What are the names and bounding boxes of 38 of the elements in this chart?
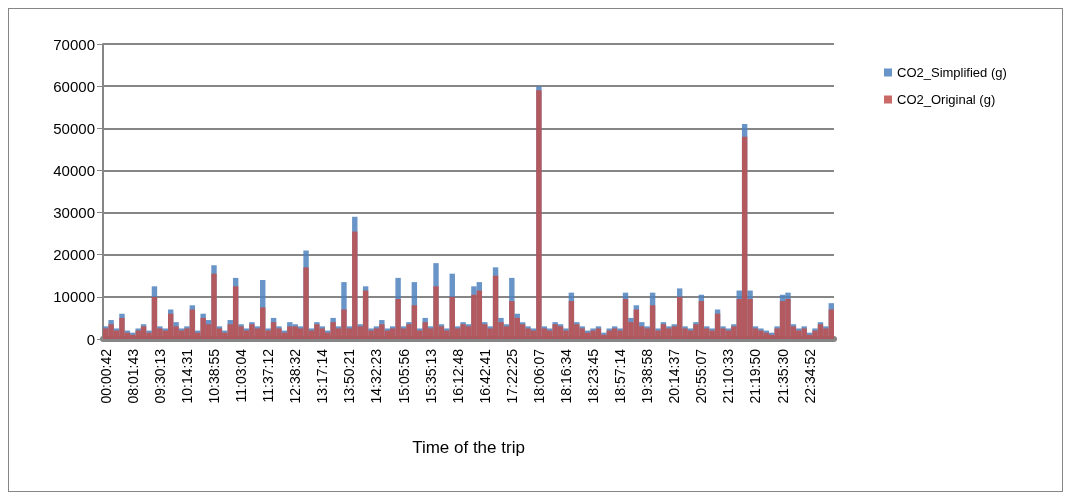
y-tick-label: 60000 — [53, 77, 95, 95]
x-tick-label: 18:06:07 — [530, 348, 547, 404]
legend-label: CO2_Simplified (g) — [897, 65, 1007, 80]
x-tick-label: 19:38:58 — [639, 348, 656, 404]
x-tick-label: 10:14:31 — [178, 348, 195, 404]
x-tick-label: 20:55:07 — [693, 348, 710, 404]
y-tick-label: 40000 — [53, 161, 95, 179]
x-tick-label: 21:35:30 — [774, 348, 791, 404]
y-tick-label: 20000 — [53, 246, 95, 264]
y-tick-label: 10000 — [53, 288, 95, 306]
x-tick-label: 18:23:45 — [585, 348, 602, 404]
legend-label: CO2_Original (g) — [897, 92, 996, 107]
x-tick-label: 11:37:12 — [260, 348, 277, 403]
x-tick-label: 18:57:14 — [612, 348, 629, 404]
x-tick-label: 08:01:43 — [124, 348, 141, 404]
y-tick-label: 0 — [86, 330, 95, 348]
x-tick-label: 11:03:04 — [233, 348, 250, 403]
x-tick-label: 13:17:14 — [314, 348, 331, 404]
x-tick-label: 15:05:56 — [395, 348, 412, 404]
y-tick-label: 30000 — [53, 204, 95, 222]
y-tick-label: 50000 — [53, 119, 95, 137]
x-tick-label: 13:50:21 — [341, 348, 358, 404]
x-tick-label: 17:22:25 — [503, 348, 520, 404]
x-tick-label: 15:35:13 — [422, 348, 439, 404]
x-tick-label: 18:16:34 — [557, 348, 574, 404]
x-tick-label: 22:34:52 — [801, 348, 818, 404]
x-tick-label: 00:00:42 — [97, 348, 114, 404]
x-tick-label: 10:38:55 — [206, 348, 222, 404]
x-tick-label: 09:30:13 — [151, 348, 168, 404]
x-tick-label: 21:19:50 — [747, 348, 764, 404]
x-tick-label: 20:14:37 — [666, 348, 683, 404]
y-tick-label: 70000 — [53, 35, 95, 53]
x-tick-label: 16:12:48 — [449, 348, 466, 404]
x-tick-label: 21:10:33 — [720, 348, 737, 404]
x-tick-label: 12:38:32 — [287, 348, 304, 404]
x-axis-title: Time of the trip — [412, 438, 525, 457]
x-tick-label: 16:42:41 — [476, 348, 493, 404]
x-tick-label: 14:32:23 — [368, 348, 385, 404]
